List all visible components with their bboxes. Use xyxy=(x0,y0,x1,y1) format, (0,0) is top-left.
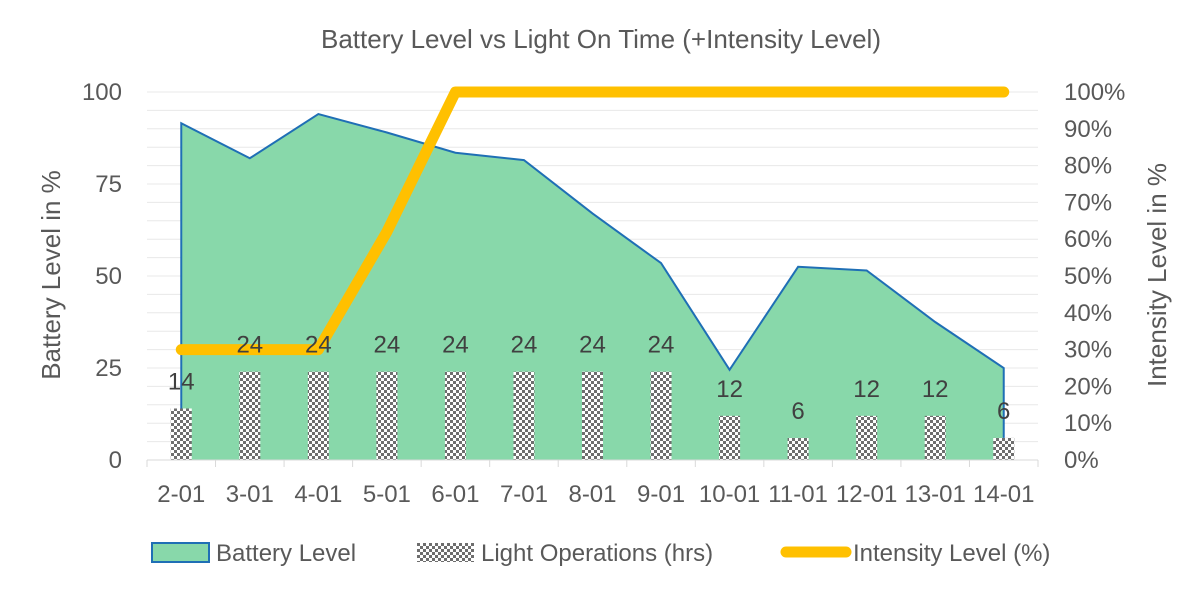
x-tick-label: 12-01 xyxy=(836,481,897,508)
legend-swatch-battery-level xyxy=(151,542,210,563)
y2-tick-label: 90% xyxy=(1064,116,1112,143)
bar-data-label: 6 xyxy=(997,398,1010,425)
y2-tick-label: 50% xyxy=(1064,263,1112,290)
light-operations-bar xyxy=(993,437,1015,460)
x-tick-label: 11-01 xyxy=(768,481,828,508)
battery-area-outline xyxy=(180,112,1005,460)
bar-data-label: 24 xyxy=(236,332,263,359)
x-tick-label: 4-01 xyxy=(294,481,342,508)
y2-tick-label: 40% xyxy=(1064,300,1112,327)
intensity-line xyxy=(175,86,1010,356)
y2-tick-label: 30% xyxy=(1064,337,1112,364)
light-operations-bar xyxy=(856,415,878,460)
y2-axis-title: Intensity Level in % xyxy=(1142,163,1172,387)
light-operations-bar xyxy=(787,437,809,460)
x-tick-label: 3-01 xyxy=(226,481,274,508)
bar-data-label: 24 xyxy=(511,332,538,359)
light-operations-bar xyxy=(513,371,535,460)
y2-tick-label: 0% xyxy=(1064,447,1099,474)
y-tick-label: 100 xyxy=(82,79,122,106)
y2-tick-label: 20% xyxy=(1064,373,1112,400)
bar-data-label: 24 xyxy=(579,332,606,359)
bar-data-label: 24 xyxy=(442,332,469,359)
y2-tick-label: 60% xyxy=(1064,226,1112,253)
y2-tick-label: 100% xyxy=(1064,79,1125,106)
bar-data-label: 14 xyxy=(168,368,195,395)
bar-data-labels: 14 24 24 24 24 24 24 24 12 6 12 12 6 xyxy=(168,332,1010,425)
bar-data-label: 6 xyxy=(791,398,804,425)
y2-tick-label: 10% xyxy=(1064,410,1112,437)
x-tick-label: 6-01 xyxy=(431,481,479,508)
light-operations-bar xyxy=(170,408,192,460)
legend-label-battery-level: Battery Level xyxy=(216,540,356,567)
light-operations-bar xyxy=(582,371,603,460)
x-tick-label: 13-01 xyxy=(904,481,965,508)
light-operations-bar xyxy=(924,415,946,460)
axes: 2-01 3-01 4-01 5-01 6-01 7-01 8-01 9-01 10-01 11-… xyxy=(82,79,1125,508)
x-tick-label: 7-01 xyxy=(500,481,548,508)
bar-data-label: 12 xyxy=(922,376,949,403)
legend: Battery Level Light Operations (hrs) Inten… xyxy=(151,540,1050,567)
y2-tick-label: 70% xyxy=(1064,189,1112,216)
y-tick-label: 0 xyxy=(109,447,122,474)
chart-title: Battery Level vs Light On Time (+Intensi… xyxy=(321,24,881,54)
light-operations-bar xyxy=(307,371,329,460)
light-operations-bars xyxy=(170,371,1015,460)
legend-label-light-operations: Light Operations (hrs) xyxy=(481,540,713,567)
light-operations-bar xyxy=(444,371,466,460)
y-tick-label: 25 xyxy=(95,355,122,382)
bar-data-label: 24 xyxy=(648,332,675,359)
x-tick-label: 2-01 xyxy=(157,481,205,508)
x-tick-label: 9-01 xyxy=(637,481,685,508)
light-operations-bar xyxy=(719,415,741,460)
legend-label-intensity-level: Intensity Level (%) xyxy=(853,540,1050,567)
bar-data-label: 24 xyxy=(374,332,401,359)
light-operations-bar xyxy=(376,371,398,460)
x-tick-label: 14-01 xyxy=(973,481,1034,508)
legend-swatch-light-operations xyxy=(417,543,474,562)
intensity-line-series xyxy=(175,86,1010,356)
bar-data-label: 12 xyxy=(716,376,743,403)
bar-data-label: 24 xyxy=(305,332,332,359)
x-tick-label: 5-01 xyxy=(363,481,411,508)
light-operations-bar xyxy=(239,371,261,460)
y-tick-label: 75 xyxy=(95,171,122,198)
x-tick-label: 10-01 xyxy=(699,481,760,508)
x-tick-label: 8-01 xyxy=(568,481,616,508)
light-operations-bar xyxy=(650,371,672,460)
y2-tick-label: 80% xyxy=(1064,153,1112,180)
bar-data-label: 12 xyxy=(853,376,880,403)
y-tick-label: 50 xyxy=(95,263,122,290)
y-axis-title: Battery Level in % xyxy=(36,170,66,380)
